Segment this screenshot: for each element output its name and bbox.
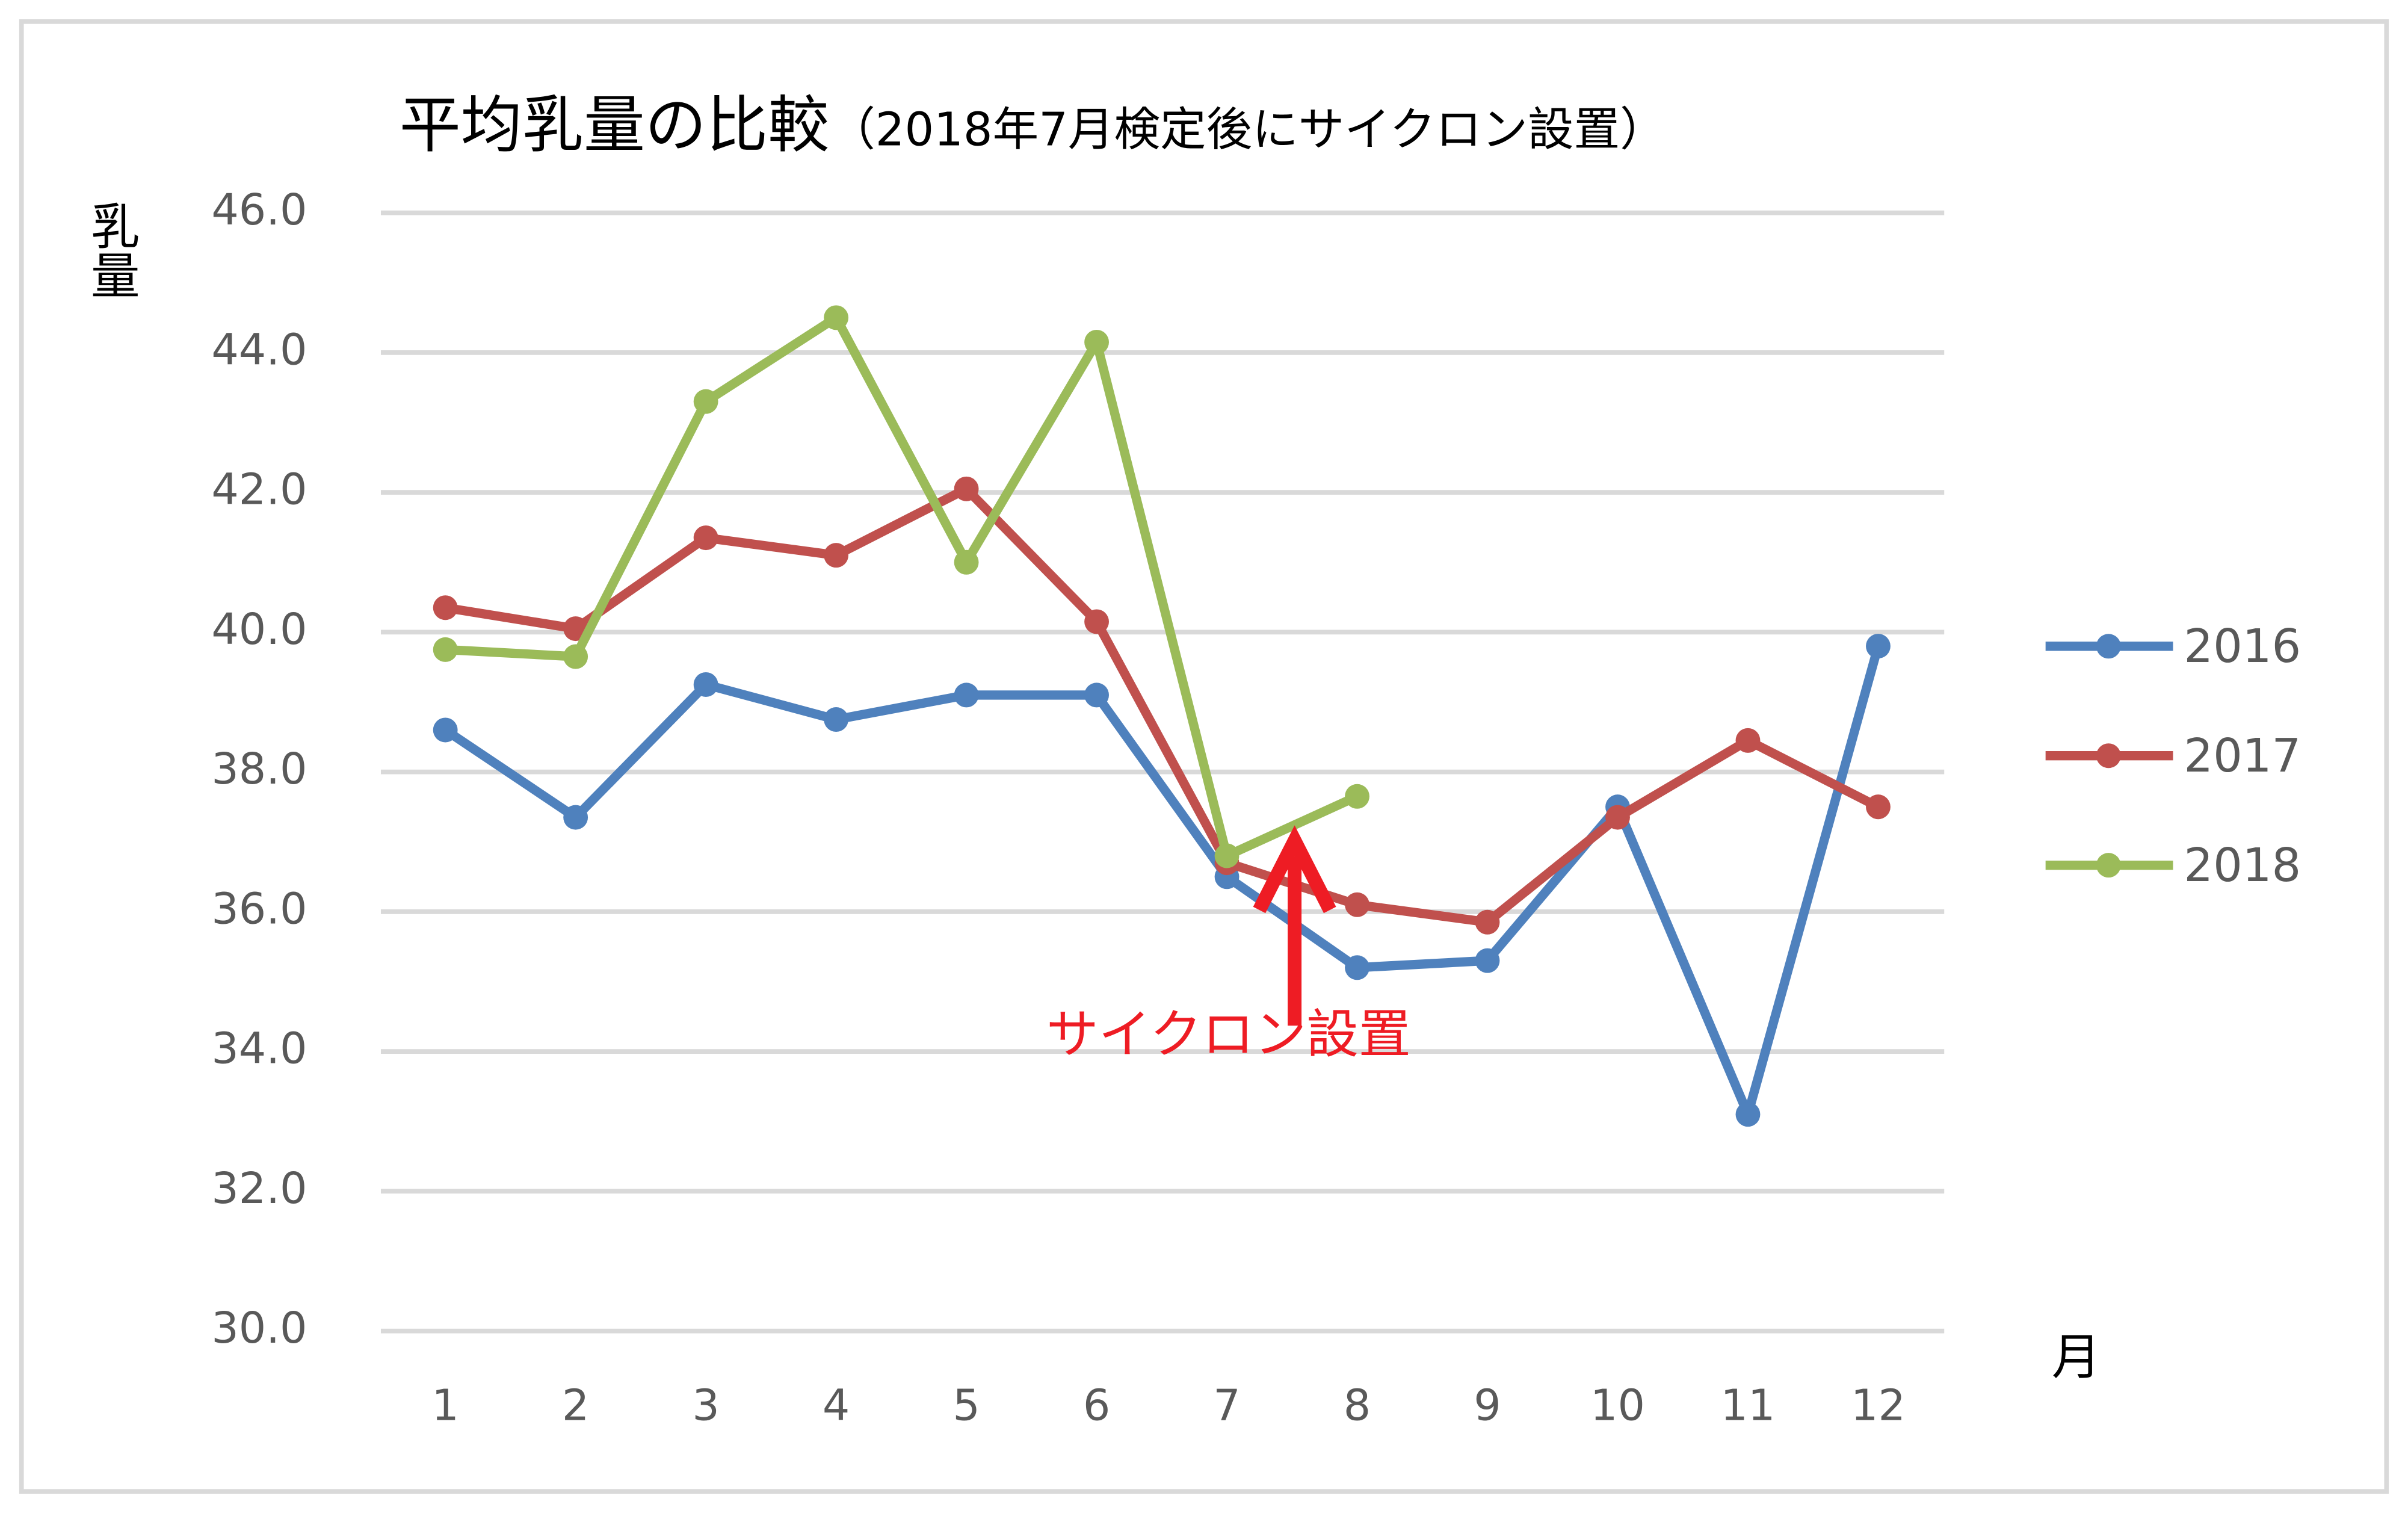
data-point: [954, 682, 979, 708]
data-point: [1345, 784, 1369, 809]
data-point: [1214, 843, 1240, 868]
legend-label: 2016: [2184, 620, 2301, 673]
y-tick-label: 32.0: [211, 1163, 307, 1213]
series-line: [444, 484, 1880, 927]
series-line: [442, 645, 1883, 1119]
y-tick-label: 40.0: [211, 604, 307, 654]
y-tick-label: 36.0: [211, 883, 307, 933]
x-tick-label: 7: [1213, 1380, 1240, 1430]
legend-label: 2018: [2184, 839, 2301, 893]
data-point: [1084, 609, 1109, 634]
x-tick-label: 8: [1344, 1380, 1371, 1430]
data-point: [1345, 955, 1369, 980]
legend-marker: [2096, 634, 2121, 659]
data-point: [1866, 794, 1891, 820]
y-tick-label: 34.0: [211, 1024, 307, 1074]
x-tick-label: 6: [1083, 1380, 1110, 1430]
chart-subtitle: （2018年7月検定後にサイクロン設置）: [829, 103, 1666, 156]
y-axis-label: 乳量: [82, 200, 139, 299]
x-tick-label: 9: [1474, 1380, 1501, 1430]
data-point: [693, 672, 718, 697]
annotation: サイクロン設置: [1046, 1003, 1411, 1065]
y-tick-label: 38.0: [211, 744, 307, 794]
data-point: [824, 305, 849, 330]
annotation-arrow: [1253, 825, 1336, 1026]
legend-marker: [2096, 853, 2121, 878]
data-point: [693, 389, 718, 414]
data-point: [1605, 805, 1630, 830]
data-point: [1866, 634, 1891, 659]
data-point: [954, 476, 979, 501]
y-tick-label: 30.0: [211, 1303, 307, 1353]
x-tick-label: 10: [1590, 1380, 1645, 1430]
series-line: [445, 313, 1359, 861]
x-tick-label: 4: [823, 1380, 850, 1430]
x-tick-label: 12: [1851, 1380, 1906, 1430]
y-tick-label: 42.0: [211, 465, 307, 515]
data-point: [433, 595, 458, 620]
y-tick-label: 46.0: [211, 185, 307, 235]
legend-marker: [2096, 743, 2121, 769]
data-point: [824, 707, 849, 732]
x-tick-label: 2: [562, 1380, 589, 1430]
data-point: [824, 543, 849, 568]
data-point: [563, 644, 588, 669]
x-tick-label: 3: [692, 1380, 719, 1430]
data-point: [693, 525, 718, 551]
data-point: [1475, 909, 1500, 935]
legend-label: 2017: [2184, 729, 2301, 783]
x-tick-label: 1: [431, 1380, 458, 1430]
data-point: [563, 805, 588, 830]
data-point: [1084, 682, 1109, 708]
y-tick-label: 44.0: [211, 324, 307, 374]
data-point: [433, 637, 458, 662]
data-point: [1735, 1102, 1761, 1127]
x-axis-label: 月: [2052, 1329, 2101, 1386]
x-tick-label: 5: [952, 1380, 980, 1430]
data-point: [1735, 728, 1761, 753]
chart-title: 平均乳量の比較: [400, 90, 830, 161]
data-point: [1475, 948, 1500, 973]
data-point: [1345, 892, 1369, 917]
data-point: [954, 549, 979, 575]
data-point: [433, 717, 458, 743]
x-tick-label: 11: [1721, 1380, 1776, 1430]
data-point: [1084, 329, 1109, 354]
